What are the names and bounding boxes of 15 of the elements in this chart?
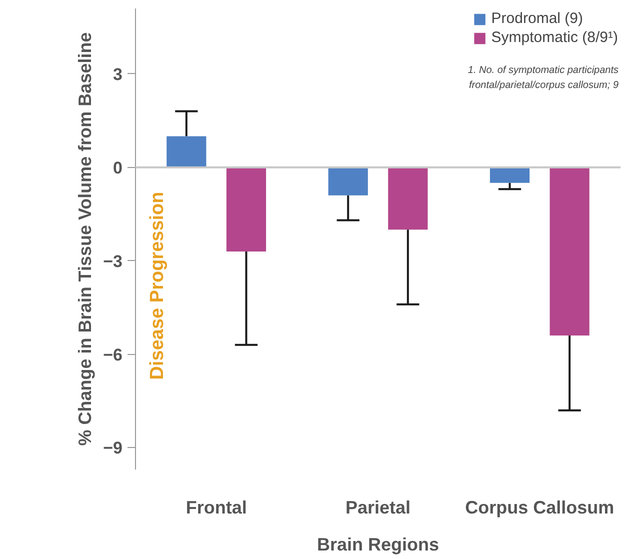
legend-label: Prodromal (9) (491, 10, 583, 27)
annotation: frontal/parietal/corpus callosum; 9 (468, 80, 619, 91)
y-tick-label: 0 (113, 158, 123, 178)
annotation: Disease Progression (147, 192, 168, 380)
annotation: 1. No. of symptomatic participants (468, 65, 619, 76)
y-tick-label: −3 (103, 252, 123, 271)
x-tick-label: Parietal (345, 498, 411, 518)
y-tick-label: −9 (103, 438, 123, 458)
y-axis-title: % Change in Brain Tissue Volume from Baseline (75, 32, 96, 446)
x-tick-label: Corpus Callosum (465, 498, 614, 518)
y-tick-label: 3 (113, 64, 123, 84)
legend-label: Symptomatic (8/9¹) (491, 29, 618, 46)
y-tick-label: −6 (103, 345, 123, 364)
x-axis-title: Brain Regions (316, 534, 440, 554)
x-tick-label: Frontal (186, 498, 247, 518)
